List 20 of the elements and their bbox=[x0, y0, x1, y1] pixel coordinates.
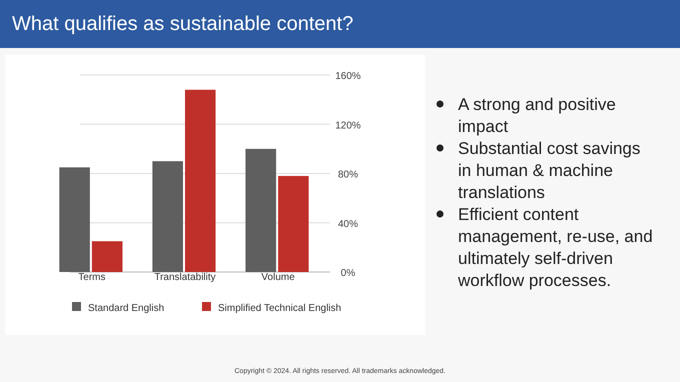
y-tick-label: 120% bbox=[335, 120, 361, 132]
bar bbox=[59, 167, 90, 272]
x-tick-label: Translatability bbox=[154, 272, 216, 283]
legend-label: Simplified Technical English bbox=[218, 303, 342, 314]
text: Substantial cost savings in human & machine translations bbox=[458, 139, 640, 202]
x-tick-label: Volume bbox=[261, 272, 296, 283]
text: Efficient content management, re-use, and ultimately self-driven workflow processes. bbox=[457, 205, 653, 290]
bar bbox=[278, 176, 309, 272]
y-tick-label: 80% bbox=[338, 170, 358, 180]
y-tick-label: 160% bbox=[335, 71, 361, 82]
bar bbox=[246, 148, 276, 272]
x-tick-label: Terms bbox=[78, 272, 106, 283]
y-tick-label: 0% bbox=[340, 268, 356, 279]
y-tick-label: 40% bbox=[338, 218, 358, 230]
text: A strong and positive impact bbox=[458, 95, 616, 136]
bar bbox=[92, 241, 122, 272]
chart-title: What qualifies as sustainable content? bbox=[12, 13, 354, 35]
legend-label: Standard English bbox=[88, 303, 164, 314]
bar bbox=[185, 90, 216, 272]
bar bbox=[152, 161, 183, 272]
